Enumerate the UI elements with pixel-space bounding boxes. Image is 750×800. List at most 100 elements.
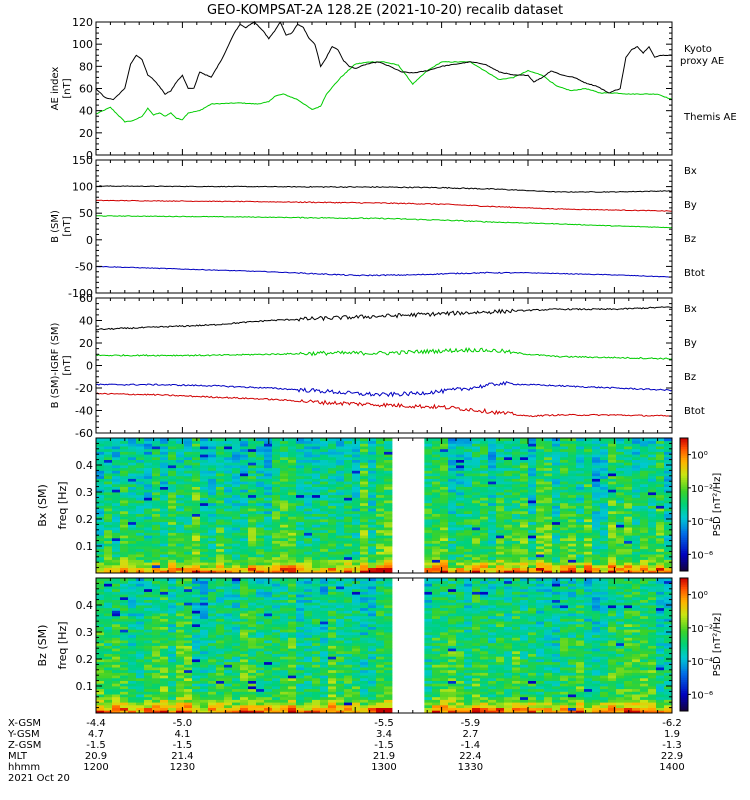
heatmap-cell xyxy=(624,470,633,474)
heatmap-cell xyxy=(552,489,561,493)
heatmap-cell xyxy=(96,505,105,509)
heatmap-cell xyxy=(272,443,281,447)
heatmap-cell xyxy=(528,459,537,463)
heatmap-cell xyxy=(152,707,161,711)
heatmap-cell xyxy=(520,500,529,504)
heatmap-cell xyxy=(560,459,569,463)
heatmap-cell xyxy=(584,505,593,509)
heatmap-cell xyxy=(176,588,185,592)
heatmap-cell xyxy=(320,510,329,514)
heatmap-cell xyxy=(304,483,313,487)
heatmap-cell xyxy=(432,567,441,571)
heatmap-cell xyxy=(264,500,273,504)
colorbar-cell xyxy=(680,495,688,499)
heatmap-cell xyxy=(616,440,625,444)
heatmap-cell xyxy=(168,688,177,692)
legend-entry: Bx xyxy=(684,166,697,177)
heatmap-cell xyxy=(136,532,145,536)
heatmap-cell xyxy=(608,470,617,474)
heatmap-cell xyxy=(240,653,249,657)
heatmap-cell xyxy=(128,535,137,539)
heatmap-cell xyxy=(296,508,305,512)
heatmap-cell xyxy=(96,537,105,541)
heatmap-cell xyxy=(488,467,497,471)
heatmap-cell xyxy=(456,556,465,560)
heatmap-cell xyxy=(120,527,129,531)
heatmap-cell xyxy=(368,492,377,496)
heatmap-cell xyxy=(176,451,185,455)
heatmap-cell xyxy=(664,510,673,514)
heatmap-cell xyxy=(632,527,641,531)
heatmap-cell xyxy=(304,521,313,525)
heatmap-cell xyxy=(472,505,481,509)
heatmap-cell xyxy=(592,529,601,533)
heatmap-cell xyxy=(184,456,193,460)
heatmap-cell xyxy=(144,486,153,490)
heatmap-cell xyxy=(320,508,329,512)
heatmap-cell xyxy=(528,440,537,444)
heatmap-cell xyxy=(152,470,161,474)
heatmap-cell xyxy=(280,567,289,571)
heatmap-cell xyxy=(336,467,345,471)
heatmap-cell xyxy=(240,648,249,652)
heatmap-cell xyxy=(112,470,121,474)
heatmap-cell xyxy=(600,486,609,490)
heatmap-cell xyxy=(184,475,193,479)
heatmap-cell xyxy=(352,443,361,447)
heatmap-cell xyxy=(208,637,217,641)
heatmap-cell xyxy=(200,683,209,687)
heatmap-cell xyxy=(160,591,169,595)
heatmap-cell xyxy=(664,516,673,520)
heatmap-cell xyxy=(664,559,673,563)
heatmap-cell xyxy=(328,483,337,487)
legend-entry: By xyxy=(684,200,697,211)
heatmap-cell xyxy=(168,465,177,469)
heatmap-cell xyxy=(136,667,145,671)
heatmap-cell xyxy=(216,486,225,490)
heatmap-cell xyxy=(616,462,625,466)
heatmap-cell xyxy=(128,578,137,582)
heatmap-cell xyxy=(488,454,497,458)
heatmap-cell xyxy=(152,618,161,622)
heatmap-cell xyxy=(616,483,625,487)
heatmap-cell xyxy=(272,564,281,568)
heatmap-cell xyxy=(152,702,161,706)
heatmap-cell xyxy=(216,500,225,504)
heatmap-cell xyxy=(552,475,561,479)
heatmap-cell xyxy=(592,556,601,560)
heatmap-cell xyxy=(144,497,153,501)
heatmap-cell xyxy=(224,607,233,611)
heatmap-cell xyxy=(232,640,241,644)
heatmap-cell xyxy=(664,521,673,525)
heatmap-cell xyxy=(192,632,201,636)
heatmap-cell xyxy=(216,494,225,498)
y-tick-label: 100 xyxy=(72,181,93,194)
heatmap-cell xyxy=(176,475,185,479)
heatmap-cell xyxy=(624,440,633,444)
heatmap-cell xyxy=(608,438,617,442)
heatmap-cell xyxy=(464,486,473,490)
heatmap-cell xyxy=(512,551,521,555)
heatmap-cell xyxy=(272,567,281,571)
heatmap-cell xyxy=(664,454,673,458)
heatmap-cell xyxy=(120,642,129,646)
heatmap-cell xyxy=(576,513,585,517)
heatmap-cell xyxy=(520,497,529,501)
heatmap-cell xyxy=(432,524,441,528)
heatmap-cell xyxy=(592,559,601,563)
heatmap-cell xyxy=(160,440,169,444)
heatmap-cell xyxy=(184,570,193,574)
heatmap-cell xyxy=(528,519,537,523)
heatmap-cell xyxy=(224,632,233,636)
heatmap-cell xyxy=(128,586,137,590)
heatmap-cell xyxy=(272,462,281,466)
heatmap-cell xyxy=(664,527,673,531)
heatmap-cell xyxy=(296,529,305,533)
heatmap-cell xyxy=(472,446,481,450)
heatmap-cell xyxy=(496,554,505,558)
heatmap-cell xyxy=(96,594,105,598)
heatmap-cell xyxy=(584,475,593,479)
heatmap-cell xyxy=(648,462,657,466)
heatmap-cell xyxy=(248,440,257,444)
